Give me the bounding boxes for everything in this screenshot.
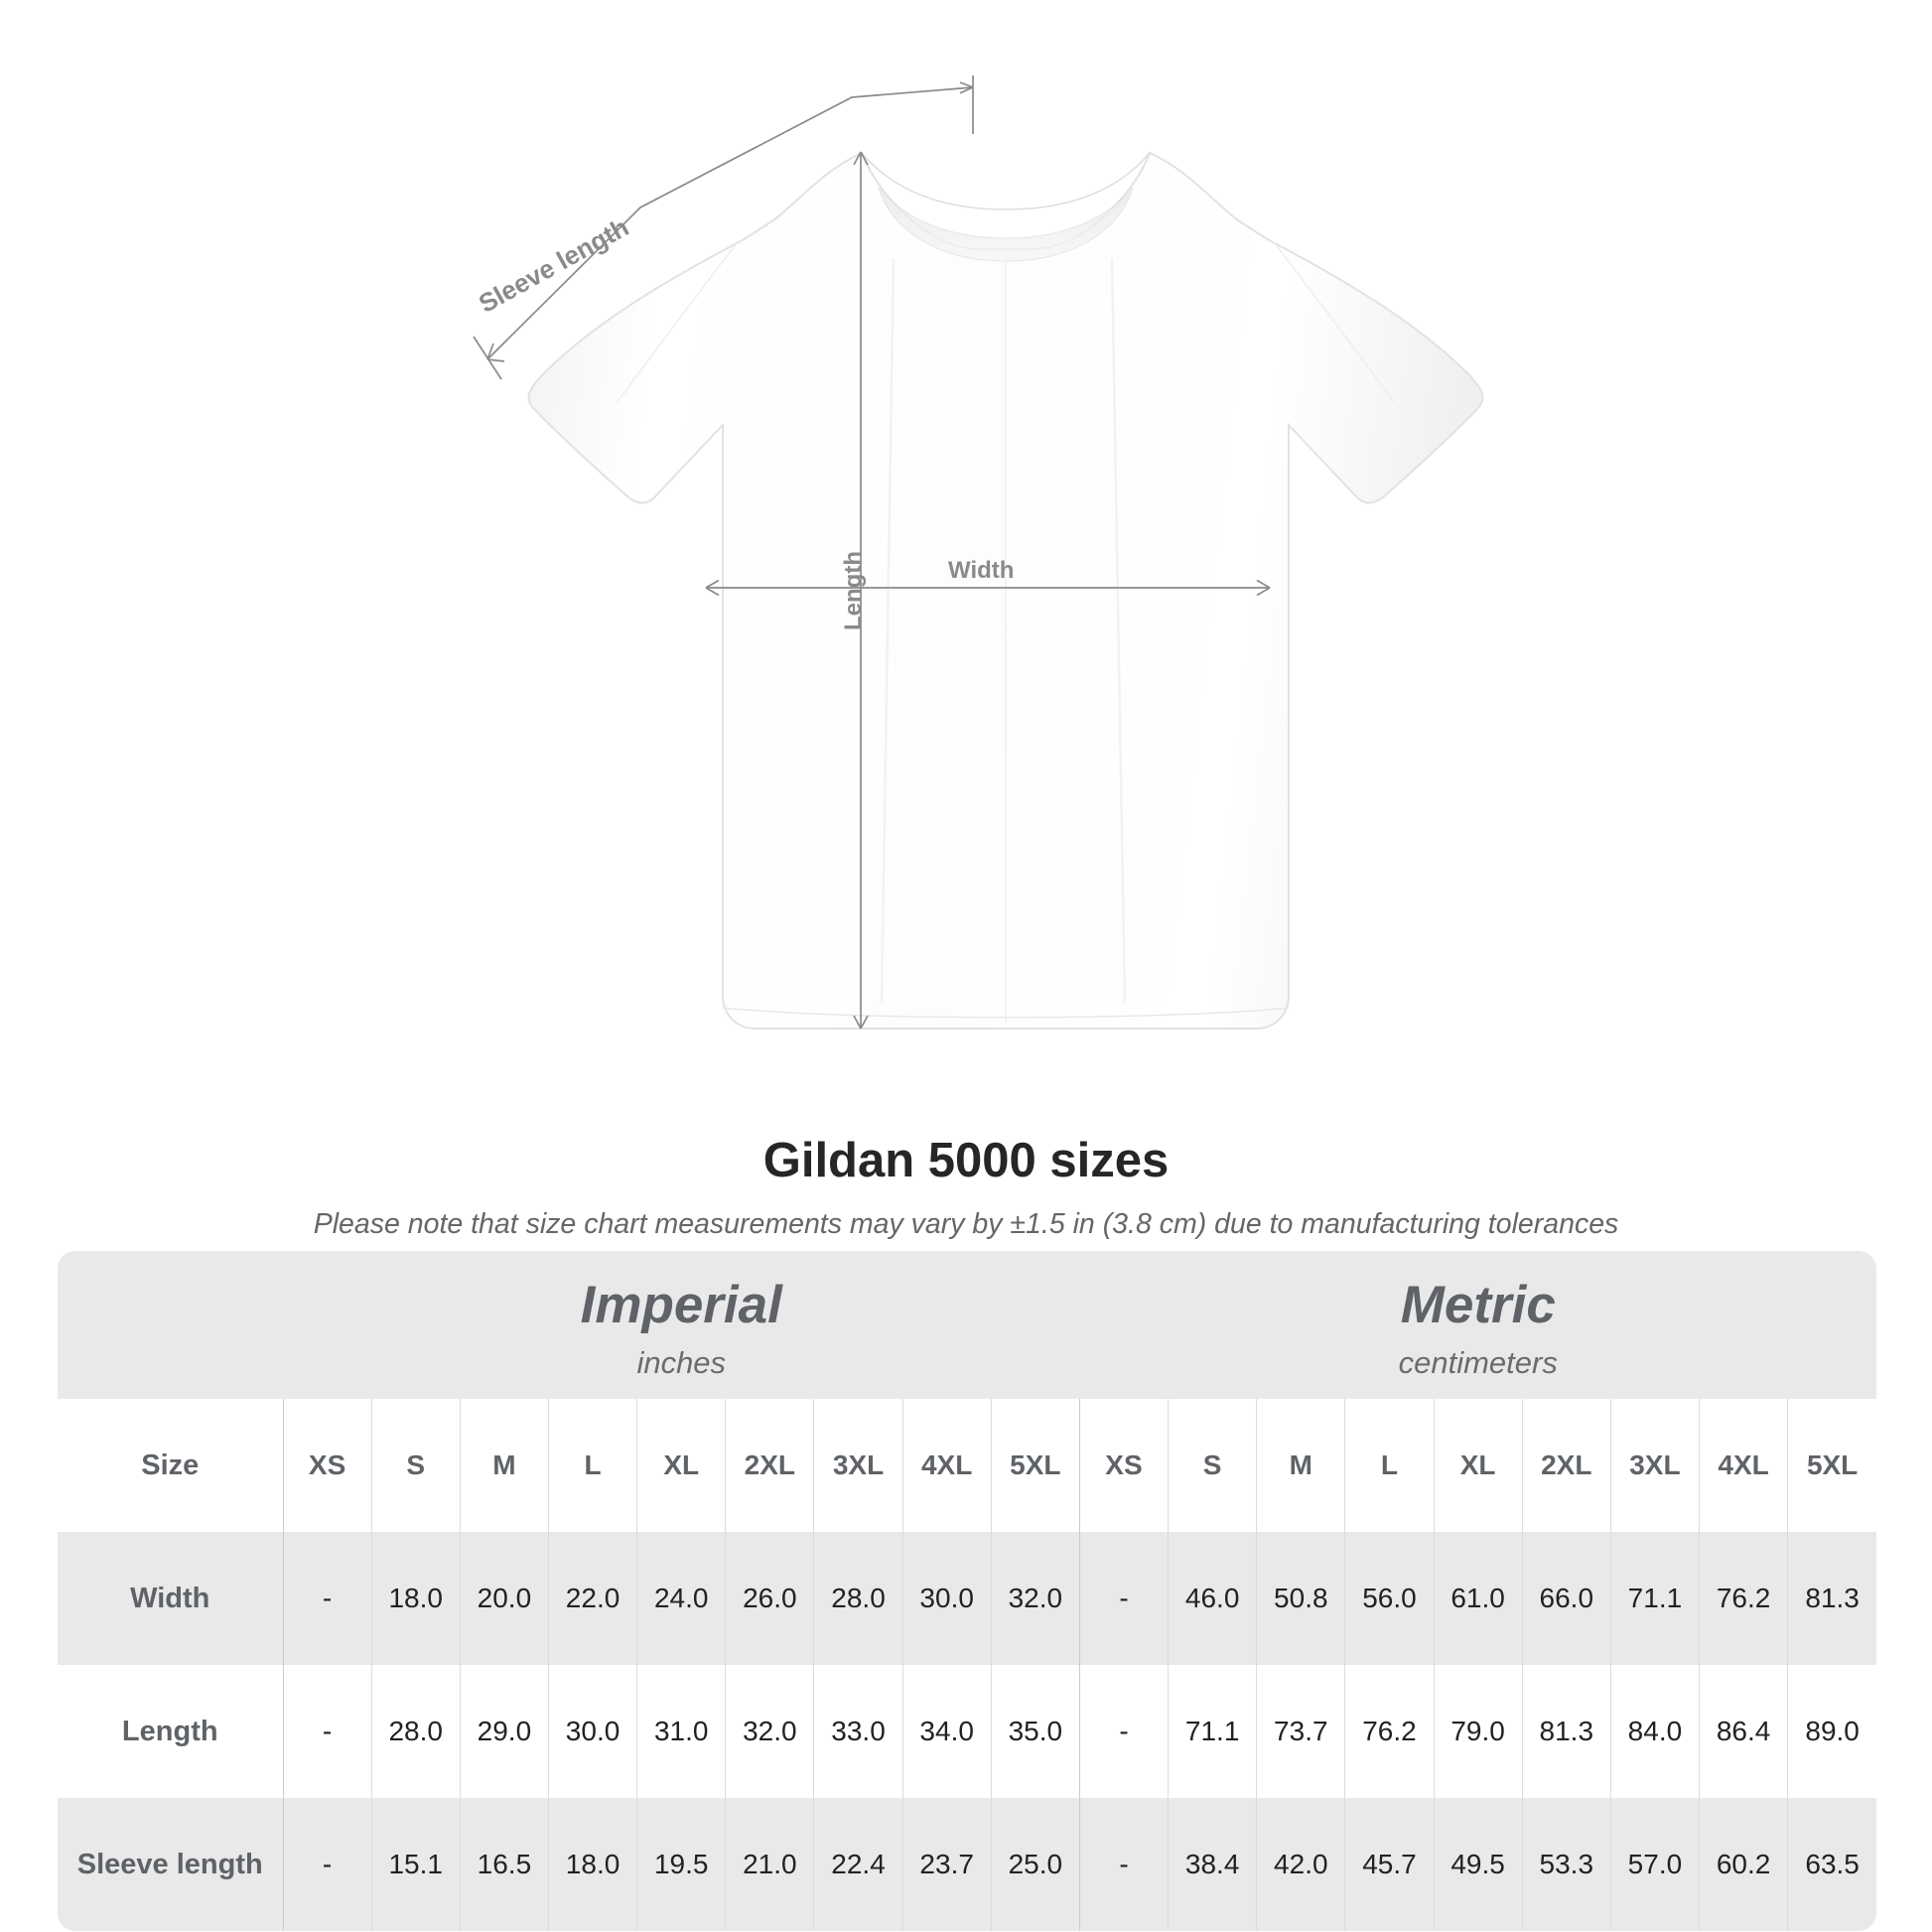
svg-text:Sleeve length: Sleeve length	[474, 211, 633, 319]
svg-text:Length: Length	[840, 551, 867, 630]
svg-text:Width: Width	[948, 557, 1014, 584]
